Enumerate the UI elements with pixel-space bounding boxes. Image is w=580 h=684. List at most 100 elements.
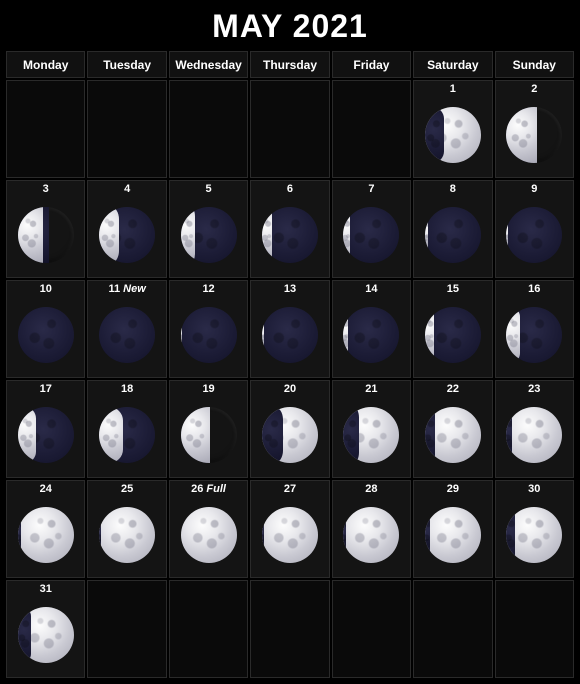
moon-icon (425, 507, 481, 563)
moon-wrap (7, 596, 84, 677)
day-cell: 23 (495, 380, 574, 478)
moon-wrap (251, 496, 328, 577)
moon-icon (18, 607, 74, 663)
moon-icon (18, 307, 74, 363)
weekday-header: Wednesday (169, 51, 248, 78)
moon-icon (99, 507, 155, 563)
weekday-header: Saturday (413, 51, 492, 78)
date-label: 15 (414, 281, 491, 296)
moon-wrap (333, 196, 410, 277)
moon-icon (99, 307, 155, 363)
moon-wrap (414, 496, 491, 577)
date-label: 19 (170, 381, 247, 396)
moon-wrap (414, 396, 491, 477)
day-cell: 16 (495, 280, 574, 378)
moon-icon (181, 507, 237, 563)
day-cell: 9 (495, 180, 574, 278)
moon-icon (262, 207, 318, 263)
day-cell: 30 (495, 480, 574, 578)
empty-cell (250, 580, 329, 678)
day-cell: 4 (87, 180, 166, 278)
date-label: 7 (333, 181, 410, 196)
date-label: 29 (414, 481, 491, 496)
weekday-header: Tuesday (87, 51, 166, 78)
empty-cell (413, 580, 492, 678)
weekday-header: Sunday (495, 51, 574, 78)
moon-wrap (333, 396, 410, 477)
date-label: 25 (88, 481, 165, 496)
moon-wrap (496, 196, 573, 277)
moon-icon (506, 407, 562, 463)
day-cell: 20 (250, 380, 329, 478)
moon-wrap (7, 496, 84, 577)
moon-wrap (88, 496, 165, 577)
moon-icon (343, 407, 399, 463)
moon-icon (181, 307, 237, 363)
date-label: 9 (496, 181, 573, 196)
moon-icon (262, 307, 318, 363)
day-cell: 14 (332, 280, 411, 378)
moon-icon (343, 207, 399, 263)
date-label: 20 (251, 381, 328, 396)
date-label: 18 (88, 381, 165, 396)
lunar-calendar: MAY 2021 MondayTuesdayWednesdayThursdayF… (0, 0, 580, 684)
weekday-header: Friday (332, 51, 411, 78)
moon-wrap (251, 396, 328, 477)
day-cell: 11 New (87, 280, 166, 378)
moon-icon (262, 407, 318, 463)
date-label: 2 (496, 81, 573, 96)
day-cell: 6 (250, 180, 329, 278)
date-label: 12 (170, 281, 247, 296)
day-cell: 25 (87, 480, 166, 578)
day-cell: 8 (413, 180, 492, 278)
moon-wrap (170, 496, 247, 577)
empty-cell (87, 580, 166, 678)
moon-icon (181, 407, 237, 463)
date-label: 6 (251, 181, 328, 196)
day-cell: 12 (169, 280, 248, 378)
day-cell: 13 (250, 280, 329, 378)
phase-label: New (120, 283, 146, 295)
empty-cell (169, 80, 248, 178)
moon-icon (506, 107, 562, 163)
date-label: 1 (414, 81, 491, 96)
day-cell: 18 (87, 380, 166, 478)
moon-wrap (7, 196, 84, 277)
moon-wrap (170, 296, 247, 377)
moon-wrap (251, 296, 328, 377)
day-cell: 24 (6, 480, 85, 578)
moon-wrap (333, 496, 410, 577)
date-label: 5 (170, 181, 247, 196)
weekday-header: Monday (6, 51, 85, 78)
moon-icon (99, 207, 155, 263)
moon-icon (506, 507, 562, 563)
empty-cell (495, 580, 574, 678)
day-cell: 27 (250, 480, 329, 578)
empty-cell (87, 80, 166, 178)
moon-wrap (414, 296, 491, 377)
date-label: 26 Full (170, 481, 247, 496)
day-cell: 19 (169, 380, 248, 478)
moon-wrap (333, 296, 410, 377)
date-label: 16 (496, 281, 573, 296)
moon-icon (506, 207, 562, 263)
moon-icon (99, 407, 155, 463)
empty-cell (332, 580, 411, 678)
moon-wrap (496, 396, 573, 477)
moon-wrap (414, 196, 491, 277)
date-label: 14 (333, 281, 410, 296)
day-cell: 31 (6, 580, 85, 678)
day-cell: 10 (6, 280, 85, 378)
date-label: 27 (251, 481, 328, 496)
date-label: 30 (496, 481, 573, 496)
date-label: 4 (88, 181, 165, 196)
date-label: 17 (7, 381, 84, 396)
date-label: 10 (7, 281, 84, 296)
date-label: 22 (414, 381, 491, 396)
moon-icon (425, 207, 481, 263)
moon-wrap (88, 396, 165, 477)
page-title: MAY 2021 (6, 8, 574, 45)
calendar-grid: MondayTuesdayWednesdayThursdayFridaySatu… (6, 51, 574, 678)
moon-wrap (496, 96, 573, 177)
day-cell: 21 (332, 380, 411, 478)
